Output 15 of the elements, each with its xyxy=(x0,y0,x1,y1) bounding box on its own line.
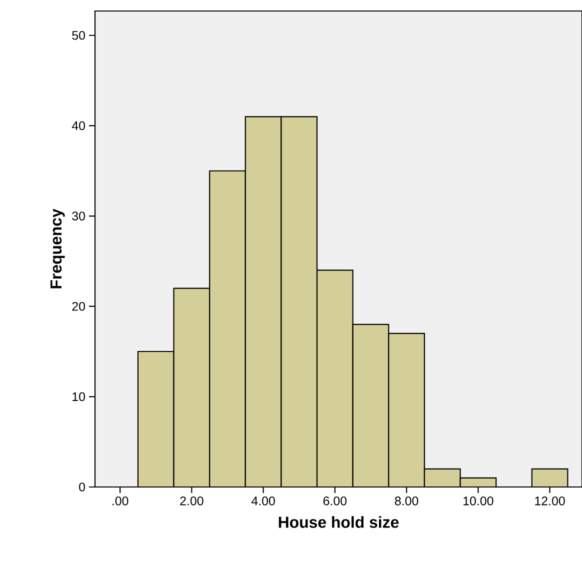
x-tick-label: 2.00 xyxy=(180,496,204,506)
y-tick-label: 20 xyxy=(72,302,85,311)
y-axis-title: Frequency xyxy=(50,208,65,288)
x-tick-label: .00 xyxy=(112,496,128,506)
x-tick-label: 6.00 xyxy=(323,496,347,506)
y-tick-label: 30 xyxy=(72,212,85,220)
x-tick-label: 8.00 xyxy=(394,496,418,506)
x-tick-label: 12.00 xyxy=(535,496,565,506)
y-tick-label: 50 xyxy=(72,30,85,40)
y-tick-label: 10 xyxy=(72,392,85,402)
y-tick-label: 0 xyxy=(79,482,85,492)
y-tick-label: 40 xyxy=(72,121,85,130)
x-tick-label: 10.00 xyxy=(464,496,494,506)
x-axis-title: House hold size xyxy=(278,516,399,528)
x-tick-label: 4.00 xyxy=(251,496,275,506)
